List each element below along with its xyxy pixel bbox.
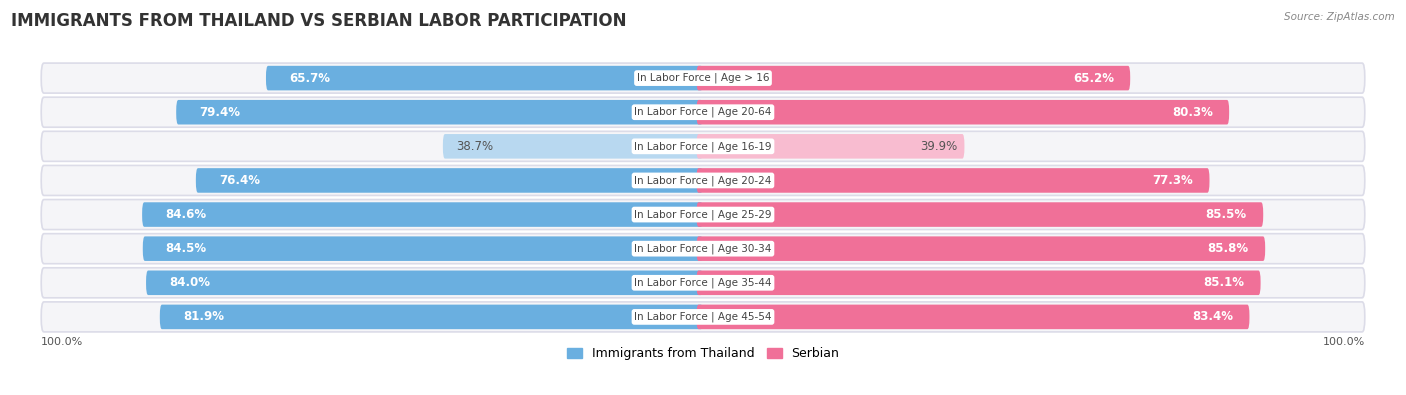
FancyBboxPatch shape — [696, 66, 1130, 90]
FancyBboxPatch shape — [41, 234, 1365, 264]
FancyBboxPatch shape — [41, 268, 1365, 298]
FancyBboxPatch shape — [696, 100, 1229, 124]
FancyBboxPatch shape — [696, 168, 1209, 193]
Text: IMMIGRANTS FROM THAILAND VS SERBIAN LABOR PARTICIPATION: IMMIGRANTS FROM THAILAND VS SERBIAN LABO… — [11, 12, 627, 30]
FancyBboxPatch shape — [41, 131, 1365, 161]
Text: 76.4%: 76.4% — [219, 174, 260, 187]
Text: Source: ZipAtlas.com: Source: ZipAtlas.com — [1284, 12, 1395, 22]
FancyBboxPatch shape — [142, 202, 703, 227]
Text: 65.7%: 65.7% — [288, 71, 330, 85]
Text: 84.0%: 84.0% — [169, 276, 209, 289]
Text: 84.5%: 84.5% — [166, 242, 207, 255]
Text: 77.3%: 77.3% — [1153, 174, 1194, 187]
FancyBboxPatch shape — [143, 236, 703, 261]
FancyBboxPatch shape — [266, 66, 703, 90]
FancyBboxPatch shape — [443, 134, 703, 159]
Text: 81.9%: 81.9% — [183, 310, 224, 324]
Text: 85.5%: 85.5% — [1206, 208, 1247, 221]
Text: In Labor Force | Age 20-24: In Labor Force | Age 20-24 — [634, 175, 772, 186]
Text: 65.2%: 65.2% — [1073, 71, 1114, 85]
Text: In Labor Force | Age 30-34: In Labor Force | Age 30-34 — [634, 243, 772, 254]
Text: 79.4%: 79.4% — [200, 106, 240, 119]
FancyBboxPatch shape — [696, 134, 965, 159]
Text: 80.3%: 80.3% — [1171, 106, 1213, 119]
FancyBboxPatch shape — [41, 63, 1365, 93]
Text: In Labor Force | Age > 16: In Labor Force | Age > 16 — [637, 73, 769, 83]
FancyBboxPatch shape — [41, 166, 1365, 196]
FancyBboxPatch shape — [696, 236, 1265, 261]
Text: In Labor Force | Age 25-29: In Labor Force | Age 25-29 — [634, 209, 772, 220]
FancyBboxPatch shape — [146, 271, 703, 295]
Text: 84.6%: 84.6% — [165, 208, 207, 221]
FancyBboxPatch shape — [160, 305, 703, 329]
Text: 38.7%: 38.7% — [456, 140, 494, 153]
Text: In Labor Force | Age 16-19: In Labor Force | Age 16-19 — [634, 141, 772, 152]
Text: 83.4%: 83.4% — [1192, 310, 1233, 324]
FancyBboxPatch shape — [41, 97, 1365, 127]
FancyBboxPatch shape — [41, 199, 1365, 229]
Text: In Labor Force | Age 20-64: In Labor Force | Age 20-64 — [634, 107, 772, 117]
Legend: Immigrants from Thailand, Serbian: Immigrants from Thailand, Serbian — [561, 342, 845, 365]
FancyBboxPatch shape — [696, 271, 1261, 295]
FancyBboxPatch shape — [41, 302, 1365, 332]
Text: In Labor Force | Age 45-54: In Labor Force | Age 45-54 — [634, 312, 772, 322]
Text: 85.1%: 85.1% — [1204, 276, 1244, 289]
Text: 85.8%: 85.8% — [1208, 242, 1249, 255]
FancyBboxPatch shape — [696, 305, 1250, 329]
Text: 100.0%: 100.0% — [41, 337, 83, 348]
FancyBboxPatch shape — [696, 202, 1263, 227]
Text: 100.0%: 100.0% — [1323, 337, 1365, 348]
FancyBboxPatch shape — [176, 100, 703, 124]
Text: In Labor Force | Age 35-44: In Labor Force | Age 35-44 — [634, 278, 772, 288]
Text: 39.9%: 39.9% — [921, 140, 957, 153]
FancyBboxPatch shape — [195, 168, 703, 193]
